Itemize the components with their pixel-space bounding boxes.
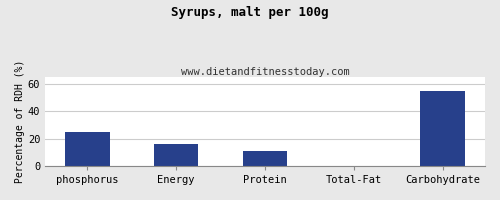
Bar xyxy=(242,151,287,166)
Bar xyxy=(65,132,110,166)
Text: Syrups, malt per 100g: Syrups, malt per 100g xyxy=(171,6,329,19)
Bar xyxy=(154,144,198,166)
Y-axis label: Percentage of RDH (%): Percentage of RDH (%) xyxy=(15,60,25,183)
Title: www.dietandfitnesstoday.com: www.dietandfitnesstoday.com xyxy=(180,67,350,77)
Bar xyxy=(420,91,465,166)
